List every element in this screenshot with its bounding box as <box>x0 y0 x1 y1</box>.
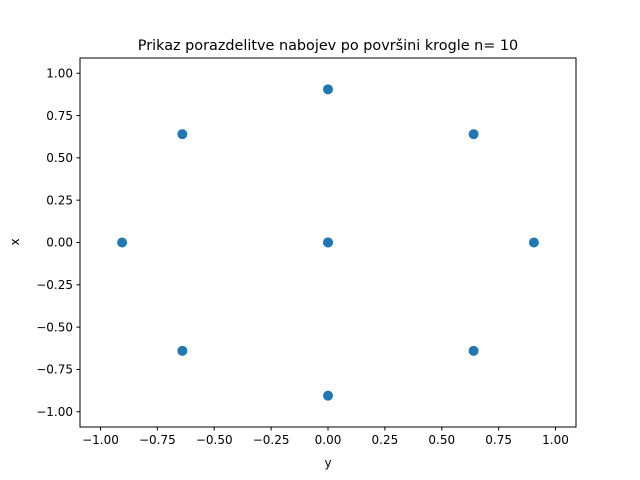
x-tick-label: −0.75 <box>139 433 176 447</box>
x-tick-label: −0.25 <box>253 433 290 447</box>
x-tick-label: 0.00 <box>315 433 342 447</box>
x-axis-ticks: −1.00 −0.75 −0.50 −0.25 0.00 0.25 0.50 0.75 1.00 <box>82 427 569 447</box>
x-tick-label: 0.75 <box>485 433 512 447</box>
data-point-9 <box>468 345 479 356</box>
data-point-10 <box>323 390 333 401</box>
points-layer <box>117 84 539 401</box>
x-tick-label: −0.50 <box>196 433 233 447</box>
y-tick-label: 0.25 <box>46 193 73 207</box>
data-point-2 <box>177 129 188 140</box>
y-tick-label: 0.50 <box>46 151 73 165</box>
data-point-8 <box>177 345 188 356</box>
data-point-4 <box>117 237 128 248</box>
x-tick-label: 1.00 <box>542 433 569 447</box>
x-tick-label: 0.50 <box>428 433 455 447</box>
y-tick-label: 0.00 <box>46 236 73 250</box>
y-tick-label: −0.75 <box>36 363 73 377</box>
data-point-6 <box>323 237 333 248</box>
data-point-7 <box>528 237 539 248</box>
data-point-3 <box>468 129 479 140</box>
data-point-1 <box>323 84 333 95</box>
y-tick-label: 1.00 <box>46 66 73 80</box>
y-axis-label: x <box>8 238 22 245</box>
y-axis-ticks: −1.00 −0.75 −0.50 −0.25 0.00 0.25 0.50 0.75 1.00 <box>36 66 80 419</box>
chart-title: Prikaz porazdelitve nabojev po površini … <box>138 38 518 54</box>
y-tick-label: 0.75 <box>46 109 73 123</box>
x-tick-label: 0.25 <box>372 433 399 447</box>
y-tick-label: −0.50 <box>36 320 73 334</box>
x-tick-label: −1.00 <box>82 433 119 447</box>
y-tick-label: −0.25 <box>36 278 73 292</box>
y-tick-label: −1.00 <box>36 405 73 419</box>
x-axis-label: y <box>324 456 331 470</box>
